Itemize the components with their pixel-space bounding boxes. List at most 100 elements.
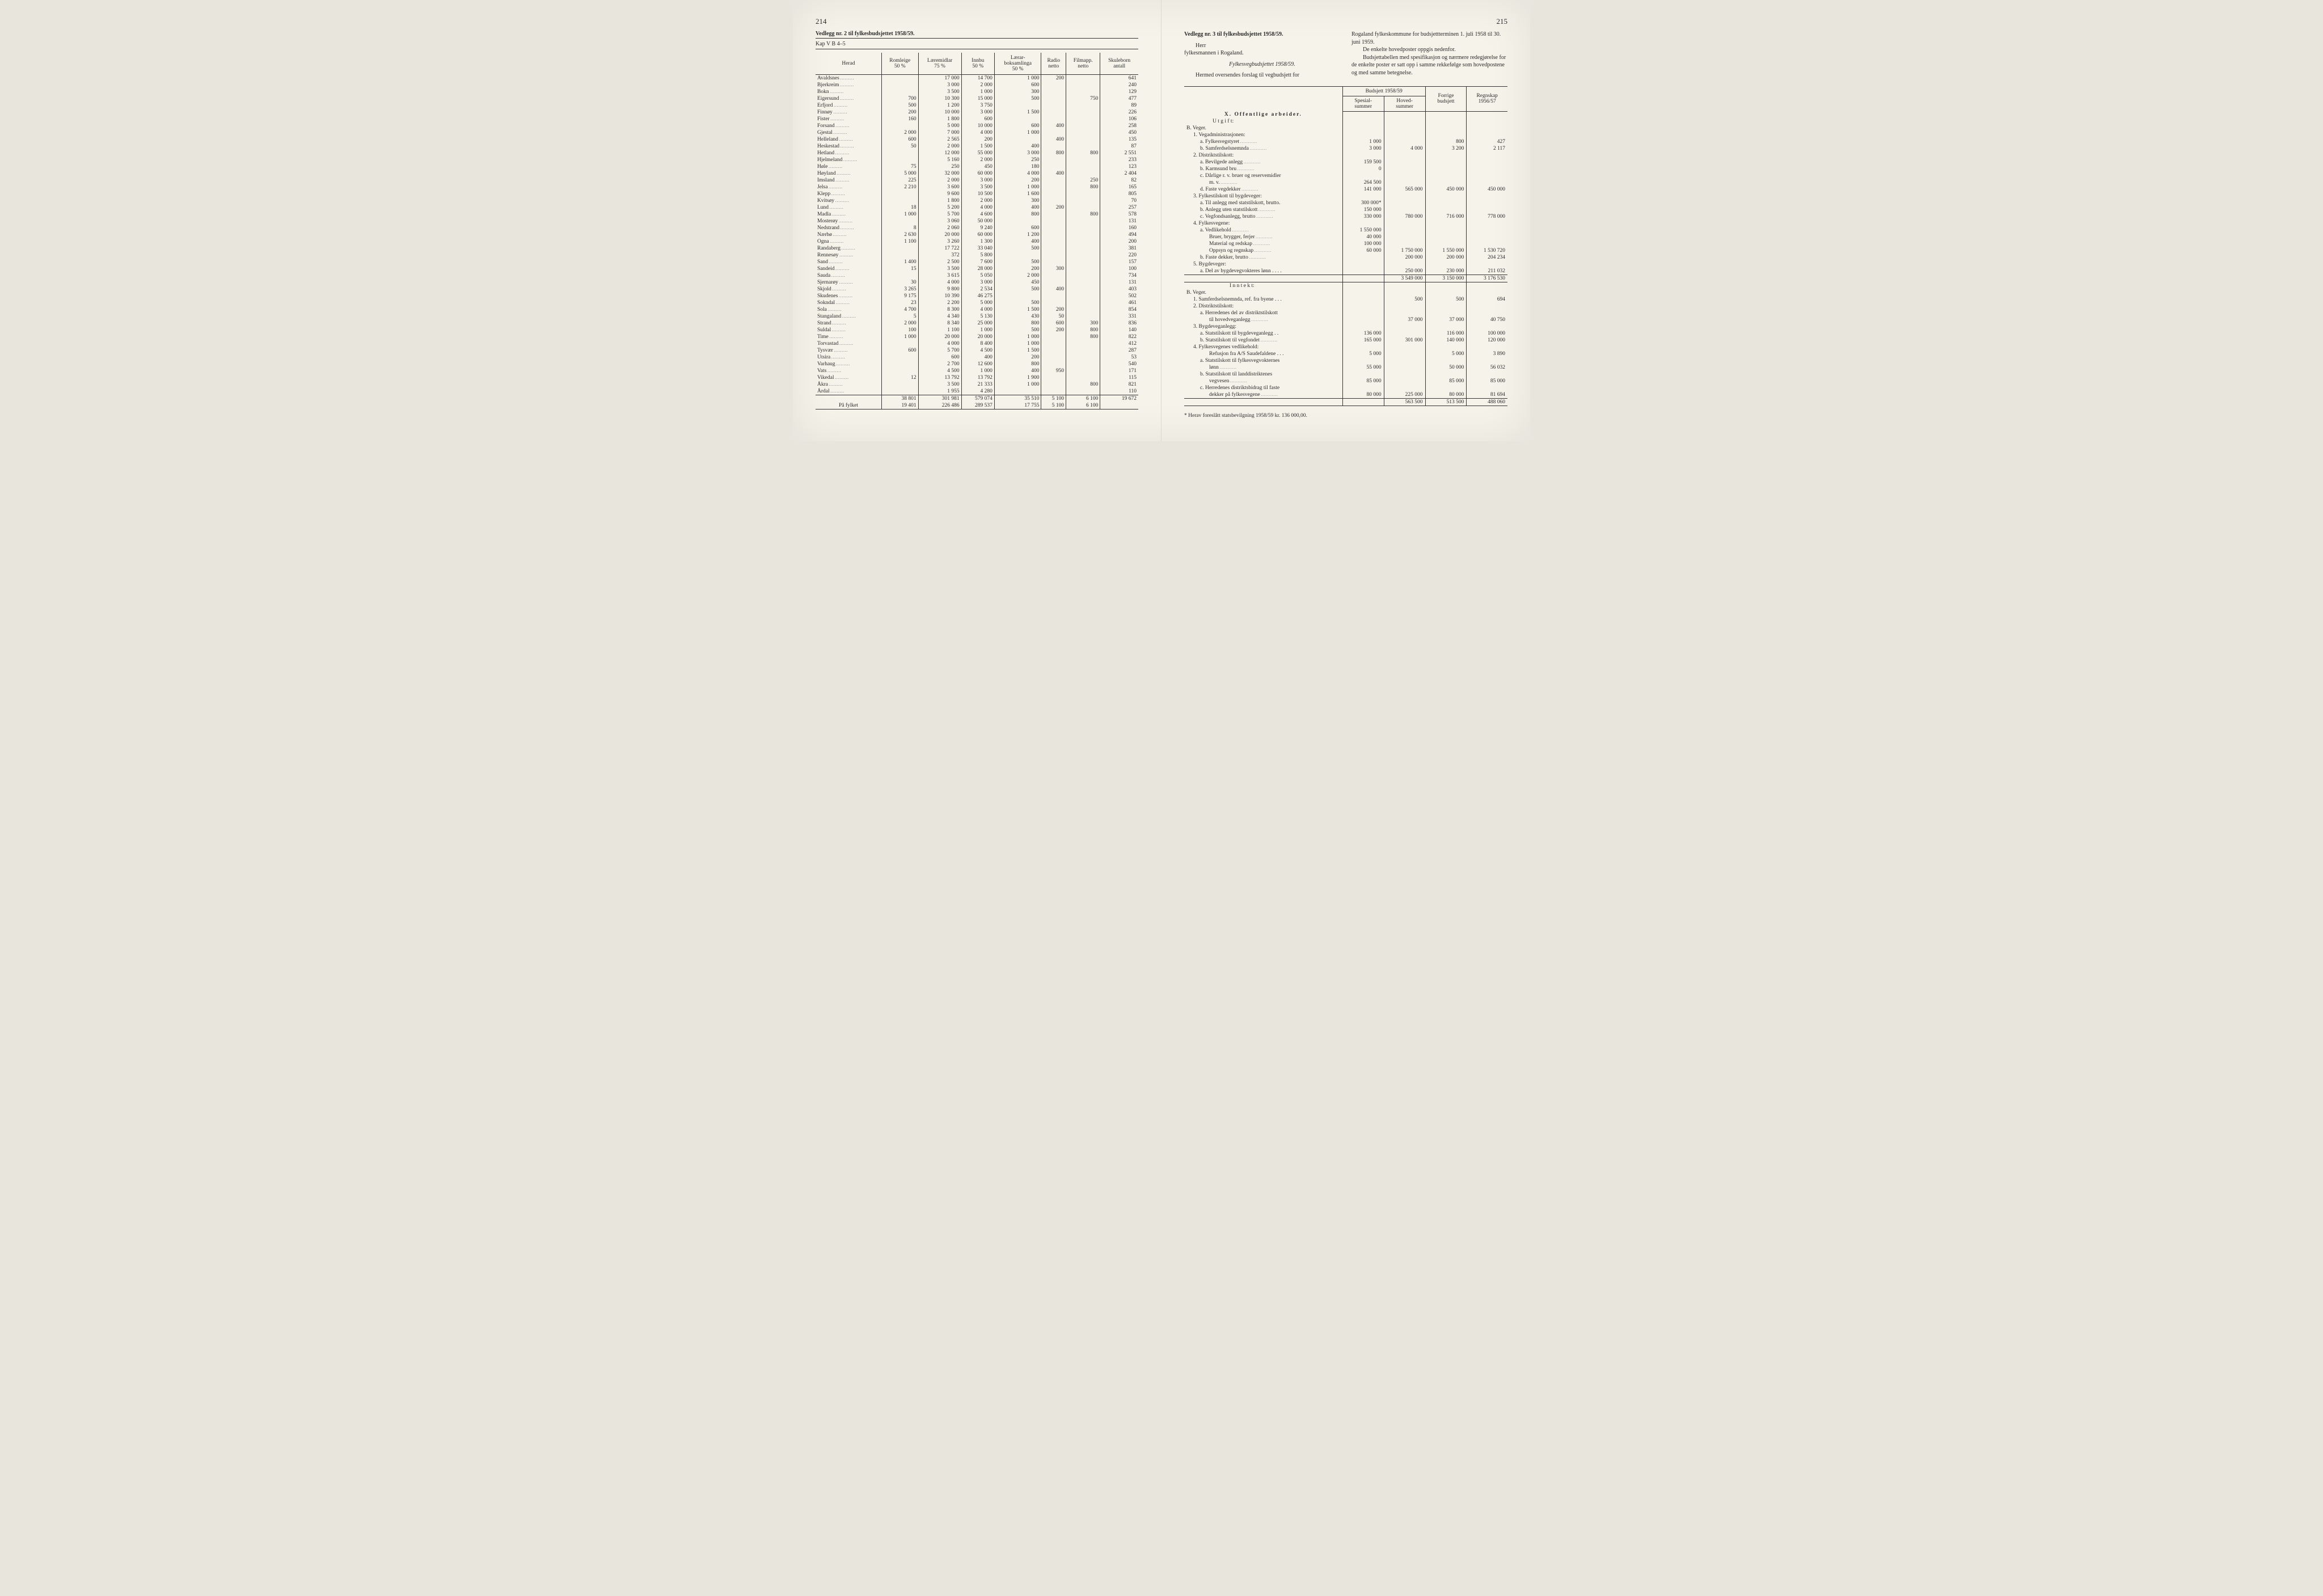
intro-2c: Budsjettabellen med spesifikasjon og nær… (1351, 54, 1507, 77)
table-row: Skjold3 2659 8002 534500400403 (816, 286, 1138, 293)
right-row: Refusjon fra A/S Saudefaldene . . .5 000… (1184, 351, 1507, 357)
table-row: Bjerkreim3 0002 000600240 (816, 82, 1138, 88)
inntekt-label: I n n t e k t: (1184, 282, 1342, 290)
right-row: b. Anlegg uten statstilskott150 000 (1184, 206, 1507, 213)
left-kap: Kap V B 4–5 (816, 41, 1138, 49)
right-header-right: Rogaland fylkeskommune for budsjetttermi… (1351, 31, 1507, 79)
herad-name: Sola (816, 306, 881, 313)
left-table-head: HeradRomleige 50 %Læremidlar 75 %Innbu 5… (816, 53, 1138, 75)
herad-name: Bokn (816, 88, 881, 95)
right-row: a. Fylkesvegstyret1 000800427 (1184, 138, 1507, 145)
left-col-3: Innbu 50 % (961, 53, 994, 75)
table-row: Åkra3 50021 3331 000800821 (816, 381, 1138, 388)
left-pa-fylket-row: På fylket19 401226 486289 53717 7555 100… (816, 402, 1138, 409)
herad-name: Lund (816, 204, 881, 211)
table-row: Finnøy20010 0003 0001 500226 (816, 109, 1138, 116)
page-number-left: 214 (816, 17, 1138, 26)
right-row: a. Del av bygdevegvokteres lønn . . . .2… (1184, 268, 1507, 275)
herad-name: Forsand (816, 123, 881, 129)
herad-name: Tysvær (816, 347, 881, 354)
page-number-right: 215 (1184, 17, 1507, 26)
table-row: Jelsa2 2103 6003 5001 000800165 (816, 184, 1138, 191)
right-row: lønn55 00050 00056 032 (1184, 364, 1507, 371)
table-row: Gjestal2 0007 0004 0001 000450 (816, 129, 1138, 136)
herad-name: Avaldsnes (816, 75, 881, 82)
right-row: b. Statstilskott til landdistriktenes (1184, 371, 1507, 378)
table-row: Sokndal232 2005 000500461 (816, 299, 1138, 306)
right-row: m. v.264 500 (1184, 179, 1507, 186)
right-subtitle: Fylkesvegbudsjettet 1958/59. (1184, 61, 1340, 69)
table-row: Nedstrand82 0609 240600160 (816, 225, 1138, 231)
herad-name: Torvastad (816, 340, 881, 347)
table-row: Varhaug2 70012 600800540 (816, 361, 1138, 368)
left-totals-row: 38 801301 981579 07435 5105 1006 10019 6… (816, 395, 1138, 403)
table-row: Nærbø2 63020 00060 0001 200494 (816, 231, 1138, 238)
herad-name: Hjelmeland (816, 157, 881, 163)
herad-name: Heskestad (816, 143, 881, 150)
table-row: Torvastad4 0008 4001 000412 (816, 340, 1138, 347)
herad-name: Skudenes (816, 293, 881, 299)
left-col-0: Herad (816, 53, 881, 75)
right-row: 5. Bygdeveger: (1184, 261, 1507, 268)
right-row: dekker på fylkesvegene80 000225 00080 00… (1184, 391, 1507, 399)
right-row: a. Herredenes del av distriktstilskott (1184, 310, 1507, 316)
table-row: Fister1601 800600106 (816, 116, 1138, 123)
right-row: b. Samferdselsnemnda3 0004 0003 2002 117 (1184, 145, 1507, 152)
right-row: b. Faste dekker, brutto200 000200 000204… (1184, 254, 1507, 261)
herad-name: Finnøy (816, 109, 881, 116)
table-row: Avaldsnes17 00014 7001 000200641 (816, 75, 1138, 82)
right-page: 215 Vedlegg nr. 3 til fylkesbudsjettet 1… (1162, 0, 1530, 441)
left-col-2: Læremidlar 75 % (918, 53, 961, 75)
herr-line: Herr (1184, 42, 1340, 50)
herad-name: Eigersund (816, 95, 881, 102)
fylkesmannen-line: fylkesmannen i Rogaland. (1184, 49, 1340, 57)
table-row: Helleland6002 565200400135 (816, 136, 1138, 143)
table-row: Sola4 7008 3004 0001 500200854 (816, 306, 1138, 313)
right-row: a. Til anlegg med statstilskott, brutto.… (1184, 200, 1507, 206)
table-row: Hjelmeland5 1602 000250233 (816, 157, 1138, 163)
right-row: Bruer, brygger, ferjer40 000 (1184, 234, 1507, 240)
right-row: vegvesen85 00085 00085 000 (1184, 378, 1507, 385)
left-table: HeradRomleige 50 %Læremidlar 75 %Innbu 5… (816, 53, 1138, 409)
right-row: c. Herredenes distriktsbidrag til faste (1184, 385, 1507, 391)
table-row: Lund185 2004 000400200257 (816, 204, 1138, 211)
left-vedlegg-title: Vedlegg nr. 2 til fylkesbudsjettet 1958/… (816, 31, 1138, 39)
right-vedlegg: Vedlegg nr. 3 til fylkesbudsjettet 1958/… (1184, 31, 1340, 40)
table-row: Sjernarøy304 0003 000450131 (816, 279, 1138, 286)
table-row: Kvitsøy1 8002 00030070 (816, 197, 1138, 204)
right-row: 2. Distriktstilskott: (1184, 152, 1507, 159)
right-row: b. Karmsund bru0 (1184, 166, 1507, 172)
col-budsjett: Budsjett 1958/59 (1342, 86, 1425, 96)
herad-name: Madla (816, 211, 881, 218)
herad-name: Helleland (816, 136, 881, 143)
right-row: Material og redskap100 000 (1184, 240, 1507, 247)
table-row: Madla1 0005 7004 600800800578 (816, 211, 1138, 218)
col-regnskap: Regnskap 1956/57 (1467, 86, 1507, 111)
herad-name: Varhaug (816, 361, 881, 368)
herad-name: Sokndal (816, 299, 881, 306)
herad-name: Jelsa (816, 184, 881, 191)
table-row: Mosterøy3 06050 000131 (816, 218, 1138, 225)
section-x: X. Offentlige arbeider. (1184, 111, 1342, 118)
book-spread: 214 Vedlegg nr. 2 til fylkesbudsjettet 1… (793, 0, 1530, 441)
herad-name: Strand (816, 320, 881, 327)
right-row: 3. Fylkestilskott til bygdeveger: (1184, 193, 1507, 200)
table-row: Skudenes9 17510 39046 275502 (816, 293, 1138, 299)
left-col-5: Radio netto (1041, 53, 1066, 75)
herad-name: Fister (816, 116, 881, 123)
table-row: Vikedal1213 79213 7921 900115 (816, 374, 1138, 381)
herad-name: Høle (816, 163, 881, 170)
herad-name: Nærbø (816, 231, 881, 238)
right-row: a. Vedlikehold1 550 000 (1184, 227, 1507, 234)
right-row: b. Statstilskott til vegfondet165 000301… (1184, 337, 1507, 344)
left-col-4: Lærar- boksamlinga 50 % (994, 53, 1041, 75)
herad-name: Rennesøy (816, 252, 881, 259)
table-row: Time1 00020 00020 0001 000800822 (816, 333, 1138, 340)
herad-name: Høyland (816, 170, 881, 177)
herad-name: Suldal (816, 327, 881, 333)
right-row: c. Dårlige r. v. bruer og reservemidler (1184, 172, 1507, 179)
intro-2b: De enkelte hovedposter oppgis nedenfor. (1351, 46, 1507, 54)
left-col-7: Skuleborn antall (1100, 53, 1138, 75)
right-row: B. Veger. (1184, 289, 1507, 296)
right-row: c. Vegfondsanlegg, brutto330 000780 0007… (1184, 213, 1507, 220)
